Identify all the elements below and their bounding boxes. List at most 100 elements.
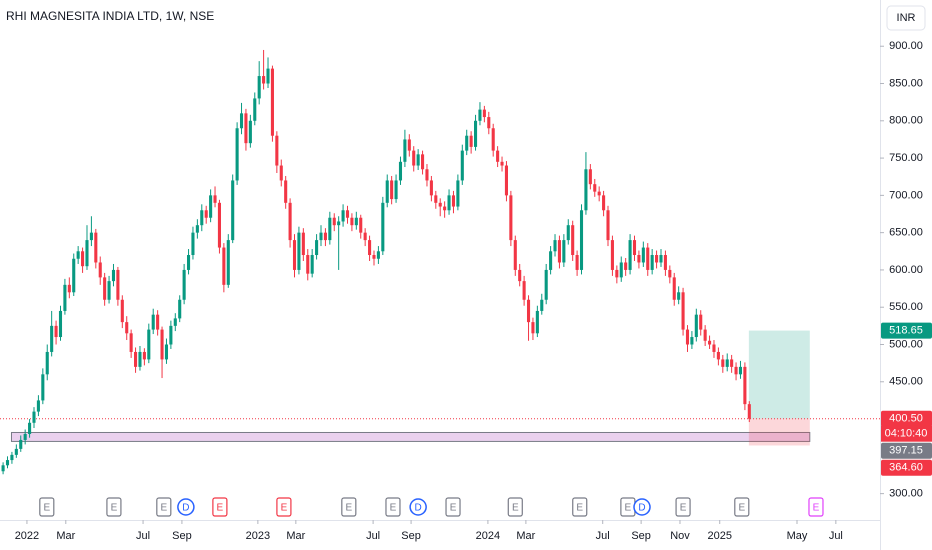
candle-body: [270, 68, 274, 136]
event-icon: [156, 497, 172, 517]
candle-body: [151, 314, 155, 330]
currency-box[interactable]: [886, 5, 926, 31]
candle-body: [323, 232, 327, 241]
y-tick-label: 300.00: [889, 488, 923, 500]
candle-body: [125, 322, 129, 334]
candle-body: [195, 225, 199, 233]
candle-body: [279, 165, 283, 181]
x-tick-label: Sep: [172, 530, 192, 542]
candle-body: [385, 180, 389, 203]
candle-body: [610, 240, 614, 270]
candle-body: [76, 251, 80, 259]
candle-body: [72, 258, 76, 293]
candle-body: [129, 333, 133, 352]
candle-body: [566, 225, 570, 241]
candle-body: [81, 251, 85, 267]
candle-body: [160, 329, 164, 360]
candle-body: [677, 292, 681, 300]
y-tick-label: 650.00: [889, 227, 923, 239]
candle-body: [354, 217, 358, 226]
x-tick-label: Jul: [136, 530, 150, 542]
event-label: D: [415, 503, 422, 514]
candle-body: [41, 374, 45, 401]
currency[interactable]: INR: [897, 12, 916, 24]
candle-body: [549, 251, 553, 270]
candle-body: [376, 251, 380, 259]
event-icon: [385, 497, 401, 517]
candle-body: [36, 400, 40, 412]
candle-body: [253, 98, 257, 121]
candle-body: [363, 232, 367, 241]
candle-body: [416, 154, 420, 166]
candle-body: [531, 322, 535, 334]
event-icon: [409, 498, 427, 516]
candle-body: [217, 202, 221, 248]
x-tick-label: 2024: [476, 530, 500, 542]
y-tick-label: 450.00: [889, 376, 923, 388]
candle-body: [98, 262, 102, 278]
candle-body: [672, 277, 676, 300]
candle-body: [58, 310, 63, 338]
event-label: D: [182, 503, 189, 514]
candle-body: [730, 359, 734, 367]
candle-body: [403, 139, 407, 162]
candle-body: [288, 202, 292, 241]
candle-body: [434, 195, 438, 203]
candle-body: [63, 284, 67, 311]
candle-body: [1, 465, 5, 472]
candle-body: [518, 269, 522, 282]
candle-body: [703, 329, 707, 341]
candle-body: [628, 240, 632, 270]
candle-body: [655, 255, 659, 263]
candle-body: [487, 117, 491, 129]
last-price-label: 400.50: [889, 413, 923, 425]
x-tick-label: 2022: [15, 530, 39, 542]
candle-body: [553, 240, 557, 252]
event-icon: [633, 498, 651, 516]
event-icon: [106, 497, 122, 517]
candle-body: [637, 255, 641, 263]
candle-body: [94, 232, 98, 263]
candle-body: [390, 180, 394, 200]
event-icon: [39, 497, 55, 517]
candle-body: [328, 217, 332, 241]
event-label: E: [345, 503, 352, 514]
candle-body: [615, 269, 619, 278]
candle-body: [120, 299, 124, 323]
candle-body: [716, 351, 720, 360]
candle-body: [235, 128, 239, 181]
candle-body: [447, 195, 451, 211]
candle-body: [509, 195, 513, 241]
candle-body: [10, 454, 14, 461]
candle-body: [562, 240, 566, 263]
candle-body: [500, 161, 504, 166]
y-tick-label: 600.00: [889, 264, 923, 276]
candle-body: [368, 240, 372, 256]
candle-body: [708, 340, 712, 345]
candle-body: [156, 314, 160, 330]
event-label: E: [813, 503, 820, 514]
candle-body: [747, 404, 751, 419]
candle-body: [681, 292, 685, 330]
chart-title: RHI MAGNESITA INDIA LTD, 1W, NSE: [6, 9, 214, 23]
event-icon: [507, 497, 523, 517]
y-tick-label: 800.00: [889, 115, 923, 127]
event-label: E: [43, 503, 50, 514]
event-label: E: [625, 503, 632, 514]
candle-body: [209, 195, 213, 218]
candle-body: [257, 76, 261, 99]
event-icon: [212, 497, 228, 517]
candle-body: [584, 169, 588, 211]
candle-body: [332, 217, 336, 226]
candle-body: [169, 325, 173, 345]
candle-body: [482, 109, 486, 118]
y-tick-label: 500.00: [889, 338, 923, 350]
candle-body: [319, 232, 323, 241]
stop-price-label-box: [881, 459, 932, 476]
x-tick-label: Mar: [286, 530, 305, 542]
candle-body: [575, 255, 579, 270]
candle-body: [663, 255, 667, 270]
candle-body: [28, 422, 32, 434]
candle-body: [606, 210, 610, 241]
